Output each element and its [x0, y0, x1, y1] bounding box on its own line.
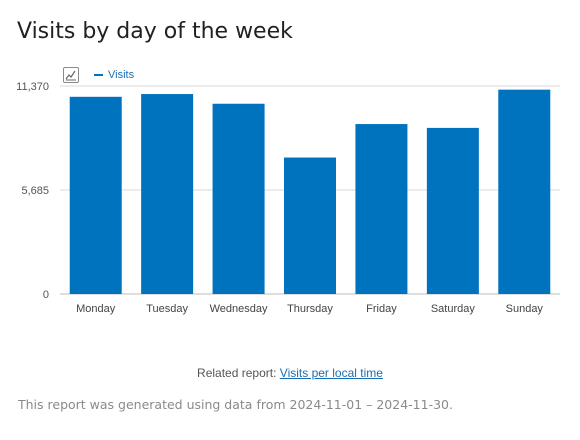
bar [141, 94, 194, 294]
bar [212, 103, 265, 295]
bar [498, 89, 551, 294]
y-tick-label: 0 [43, 289, 49, 301]
legend-label: Visits [108, 69, 135, 81]
bar [426, 127, 479, 294]
report-date-range-note: This report was generated using data fro… [18, 397, 453, 412]
x-tick-label: Wednesday [210, 303, 268, 315]
legend-item-visits[interactable]: Visits [94, 69, 134, 81]
x-tick-label: Sunday [506, 303, 544, 315]
legend-swatch [94, 74, 103, 76]
related-report-prefix: Related report: [197, 366, 277, 380]
bar [69, 96, 122, 295]
related-report: Related report: Visits per local time [0, 366, 580, 380]
line-chart-icon [65, 70, 76, 81]
chart-type-toggle-button[interactable] [63, 67, 79, 83]
x-tick-label: Monday [76, 303, 116, 315]
y-tick-label: 11,370 [16, 81, 49, 93]
bar [284, 157, 336, 294]
x-tick-label: Friday [366, 303, 397, 315]
y-tick-label: 5,685 [21, 185, 49, 197]
page-title: Visits by day of the week [17, 19, 293, 44]
x-tick-label: Thursday [287, 303, 333, 315]
x-tick-label: Tuesday [146, 303, 188, 315]
related-report-link[interactable]: Visits per local time [279, 366, 383, 380]
bar [355, 124, 408, 294]
bar-chart: 0 5,685 11,370 Monday Tuesday Wednesday Thursd… [16, 81, 560, 315]
x-tick-label: Saturday [431, 303, 476, 315]
